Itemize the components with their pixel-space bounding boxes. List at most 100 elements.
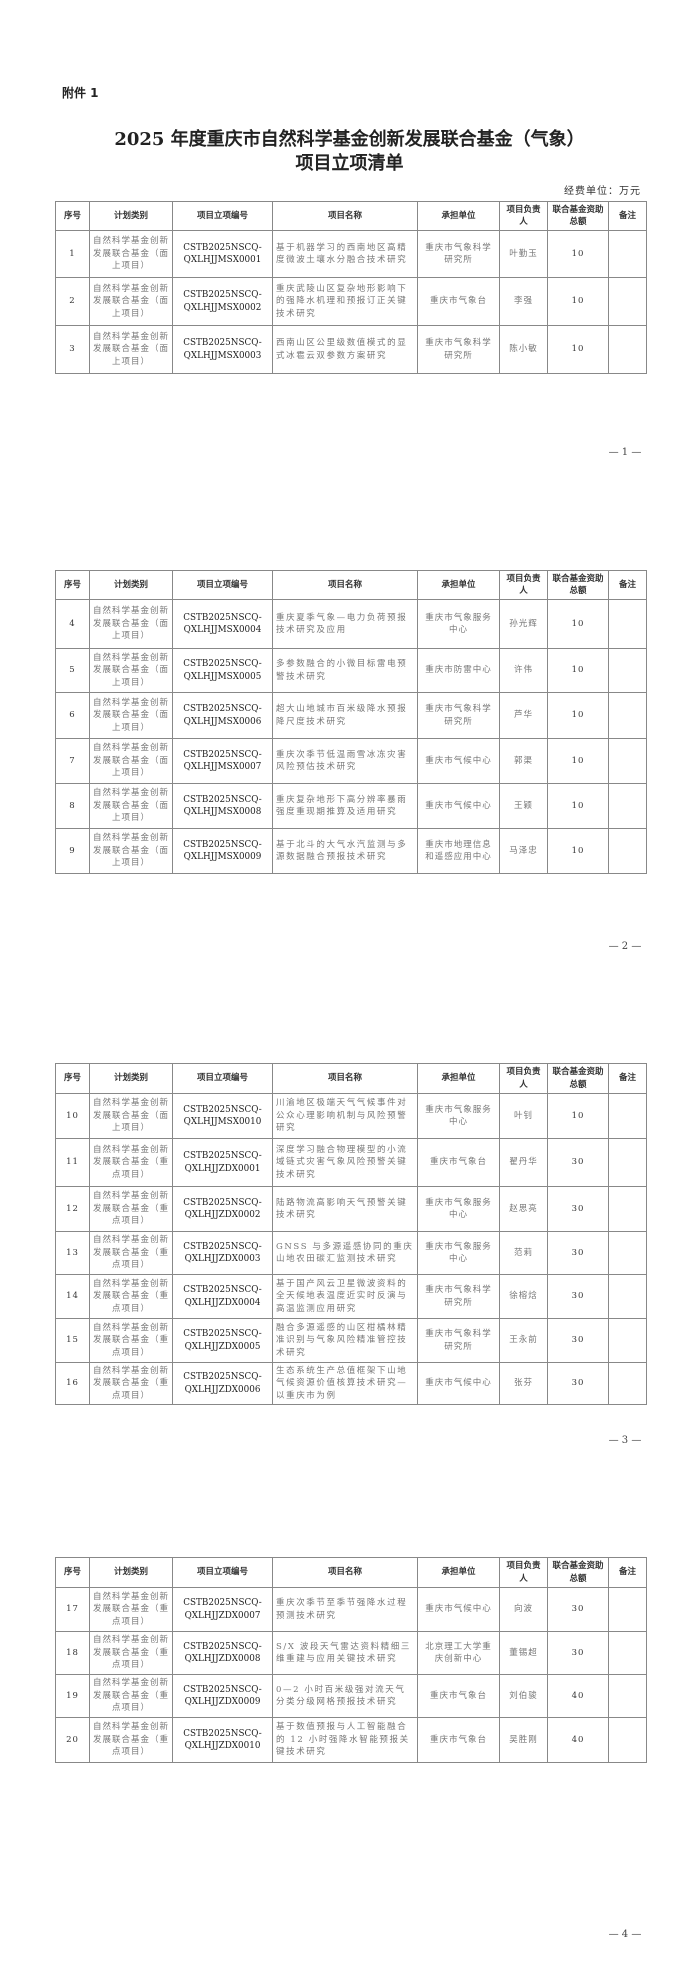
header-leader: 项目负责人 (499, 1063, 548, 1094)
cell-amount: 10 (547, 783, 609, 829)
header-no: 序号 (55, 1063, 90, 1094)
header-category: 计划类别 (89, 570, 173, 600)
cell-remark (608, 828, 647, 874)
cell-category: 自然科学基金创新发展联合基金（重点项目） (89, 1186, 173, 1232)
table-row: 9 自然科学基金创新发展联合基金（面上项目） CSTB2025NSCQ-QXLHJJ… (55, 828, 647, 874)
cell-category: 自然科学基金创新发展联合基金（重点项目） (89, 1631, 173, 1675)
header-code: 项目立项编号 (172, 1063, 273, 1094)
header-amount: 联合基金资助总额 (547, 1557, 609, 1588)
cell-leader: 芦华 (499, 692, 548, 739)
cell-amount: 30 (547, 1231, 609, 1275)
cell-category: 自然科学基金创新发展联合基金（面上项目） (89, 325, 173, 374)
cell-name: 生态系统生产总值框架下山地气候资源价值核算技术研究—以重庆市为例 (272, 1362, 418, 1405)
cell-unit: 重庆市气象科学研究所 (417, 325, 500, 374)
table-header-row: 序号 计划类别 项目立项编号 项目名称 承担单位 项目负责人 联合基金资助总额 备注 (55, 1557, 647, 1588)
cell-remark (608, 1362, 647, 1405)
cell-remark (608, 1138, 647, 1187)
cell-no: 11 (55, 1138, 90, 1187)
page-number: — 1 — (608, 447, 642, 458)
attachment-label: 附件 1 (62, 86, 99, 100)
cell-name: 超大山地城市百米级降水预报降尺度技术研究 (272, 692, 418, 739)
table-row: 3 自然科学基金创新发展联合基金（面上项目） CSTB2025NSCQ-QXLHJJ… (55, 325, 647, 374)
cell-amount: 30 (547, 1274, 609, 1319)
cell-no: 12 (55, 1186, 90, 1232)
cell-amount: 10 (547, 738, 609, 784)
cell-name: 深度学习融合物理模型的小流域链式灾害气象风险预警关键技术研究 (272, 1138, 418, 1187)
header-remark: 备注 (608, 1063, 647, 1094)
cell-leader: 向波 (499, 1587, 548, 1632)
header-name: 项目名称 (272, 1063, 418, 1094)
cell-remark (608, 599, 647, 649)
header-no: 序号 (55, 201, 90, 231)
cell-unit: 重庆市气象台 (417, 1674, 500, 1718)
cell-code: CSTB2025NSCQ-QXLHJJMSX0001 (172, 230, 273, 278)
cell-code: CSTB2025NSCQ-QXLHJJMSX0008 (172, 783, 273, 829)
header-remark: 备注 (608, 1557, 647, 1588)
header-leader: 项目负责人 (499, 201, 548, 231)
cell-name: S/X 波段天气雷达资料精细三维重建与应用关键技术研究 (272, 1631, 418, 1675)
header-amount: 联合基金资助总额 (547, 1063, 609, 1094)
cell-code: CSTB2025NSCQ-QXLHJJMSX0004 (172, 599, 273, 649)
table-row: 16 自然科学基金创新发展联合基金（重点项目） CSTB2025NSCQ-QXLHJ… (55, 1362, 647, 1405)
cell-category: 自然科学基金创新发展联合基金（面上项目） (89, 599, 173, 649)
cell-remark (608, 1318, 647, 1363)
header-amount: 联合基金资助总额 (547, 570, 609, 600)
document-title: 2025 年度重庆市自然科学基金创新发展联合基金（气象） 项目立项清单 (0, 128, 699, 176)
cell-category: 自然科学基金创新发展联合基金（重点项目） (89, 1138, 173, 1187)
cell-unit: 北京理工大学重庆创新中心 (417, 1631, 500, 1675)
cell-amount: 10 (547, 599, 609, 649)
cell-amount: 30 (547, 1318, 609, 1363)
cell-no: 16 (55, 1362, 90, 1405)
cell-category: 自然科学基金创新发展联合基金（面上项目） (89, 738, 173, 784)
header-category: 计划类别 (89, 1063, 173, 1094)
cell-code: CSTB2025NSCQ-QXLHJJZDX0001 (172, 1138, 273, 1187)
cell-leader: 李强 (499, 277, 548, 326)
cell-leader: 叶钊 (499, 1093, 548, 1139)
table-row: 4 自然科学基金创新发展联合基金（面上项目） CSTB2025NSCQ-QXLHJJ… (55, 599, 647, 649)
page-number: — 3 — (608, 1435, 642, 1446)
cell-name: 重庆次季节低温雨雪冰冻灾害风险预估技术研究 (272, 738, 418, 784)
project-table-page-3: 序号 计划类别 项目立项编号 项目名称 承担单位 项目负责人 联合基金资助总额 备注 10 自然科… (55, 1063, 647, 1405)
cell-leader: 范莉 (499, 1231, 548, 1275)
cell-remark (608, 230, 647, 278)
cell-remark (608, 1186, 647, 1232)
cell-no: 13 (55, 1231, 90, 1275)
cell-unit: 重庆市气象科学研究所 (417, 692, 500, 739)
cell-category: 自然科学基金创新发展联合基金（重点项目） (89, 1717, 173, 1763)
cell-no: 19 (55, 1674, 90, 1718)
cell-no: 2 (55, 277, 90, 326)
cell-leader: 陈小敏 (499, 325, 548, 374)
cell-category: 自然科学基金创新发展联合基金（重点项目） (89, 1362, 173, 1405)
cell-remark (608, 648, 647, 693)
cell-no: 7 (55, 738, 90, 784)
cell-name: 重庆武陵山区复杂地形影响下的强降水机理和预报订正关键技术研究 (272, 277, 418, 326)
cell-no: 10 (55, 1093, 90, 1139)
cell-name: 基于数值预报与人工智能融合的 12 小时强降水智能预报关键技术研究 (272, 1717, 418, 1763)
cell-code: CSTB2025NSCQ-QXLHJJMSX0002 (172, 277, 273, 326)
cell-category: 自然科学基金创新发展联合基金（面上项目） (89, 230, 173, 278)
cell-unit: 重庆市地理信息和遥感应用中心 (417, 828, 500, 874)
cell-category: 自然科学基金创新发展联合基金（面上项目） (89, 828, 173, 874)
cell-amount: 30 (547, 1587, 609, 1632)
cell-leader: 徐榕焓 (499, 1274, 548, 1319)
cell-category: 自然科学基金创新发展联合基金（面上项目） (89, 277, 173, 326)
cell-amount: 10 (547, 648, 609, 693)
cell-code: CSTB2025NSCQ-QXLHJJZDX0005 (172, 1318, 273, 1363)
cell-category: 自然科学基金创新发展联合基金（重点项目） (89, 1674, 173, 1718)
cell-remark (608, 277, 647, 326)
cell-amount: 10 (547, 692, 609, 739)
cell-amount: 30 (547, 1631, 609, 1675)
header-code: 项目立项编号 (172, 570, 273, 600)
cell-code: CSTB2025NSCQ-QXLHJJMSX0006 (172, 692, 273, 739)
cell-remark (608, 1093, 647, 1139)
cell-category: 自然科学基金创新发展联合基金（重点项目） (89, 1274, 173, 1319)
header-name: 项目名称 (272, 1557, 418, 1588)
cell-code: CSTB2025NSCQ-QXLHJJMSX0003 (172, 325, 273, 374)
cell-no: 15 (55, 1318, 90, 1363)
cell-amount: 10 (547, 325, 609, 374)
cell-unit: 重庆市气候中心 (417, 1587, 500, 1632)
cell-no: 17 (55, 1587, 90, 1632)
table-row: 8 自然科学基金创新发展联合基金（面上项目） CSTB2025NSCQ-QXLHJJ… (55, 783, 647, 829)
project-table-page-2: 序号 计划类别 项目立项编号 项目名称 承担单位 项目负责人 联合基金资助总额 备注 4 自然科学… (55, 570, 647, 874)
cell-no: 18 (55, 1631, 90, 1675)
